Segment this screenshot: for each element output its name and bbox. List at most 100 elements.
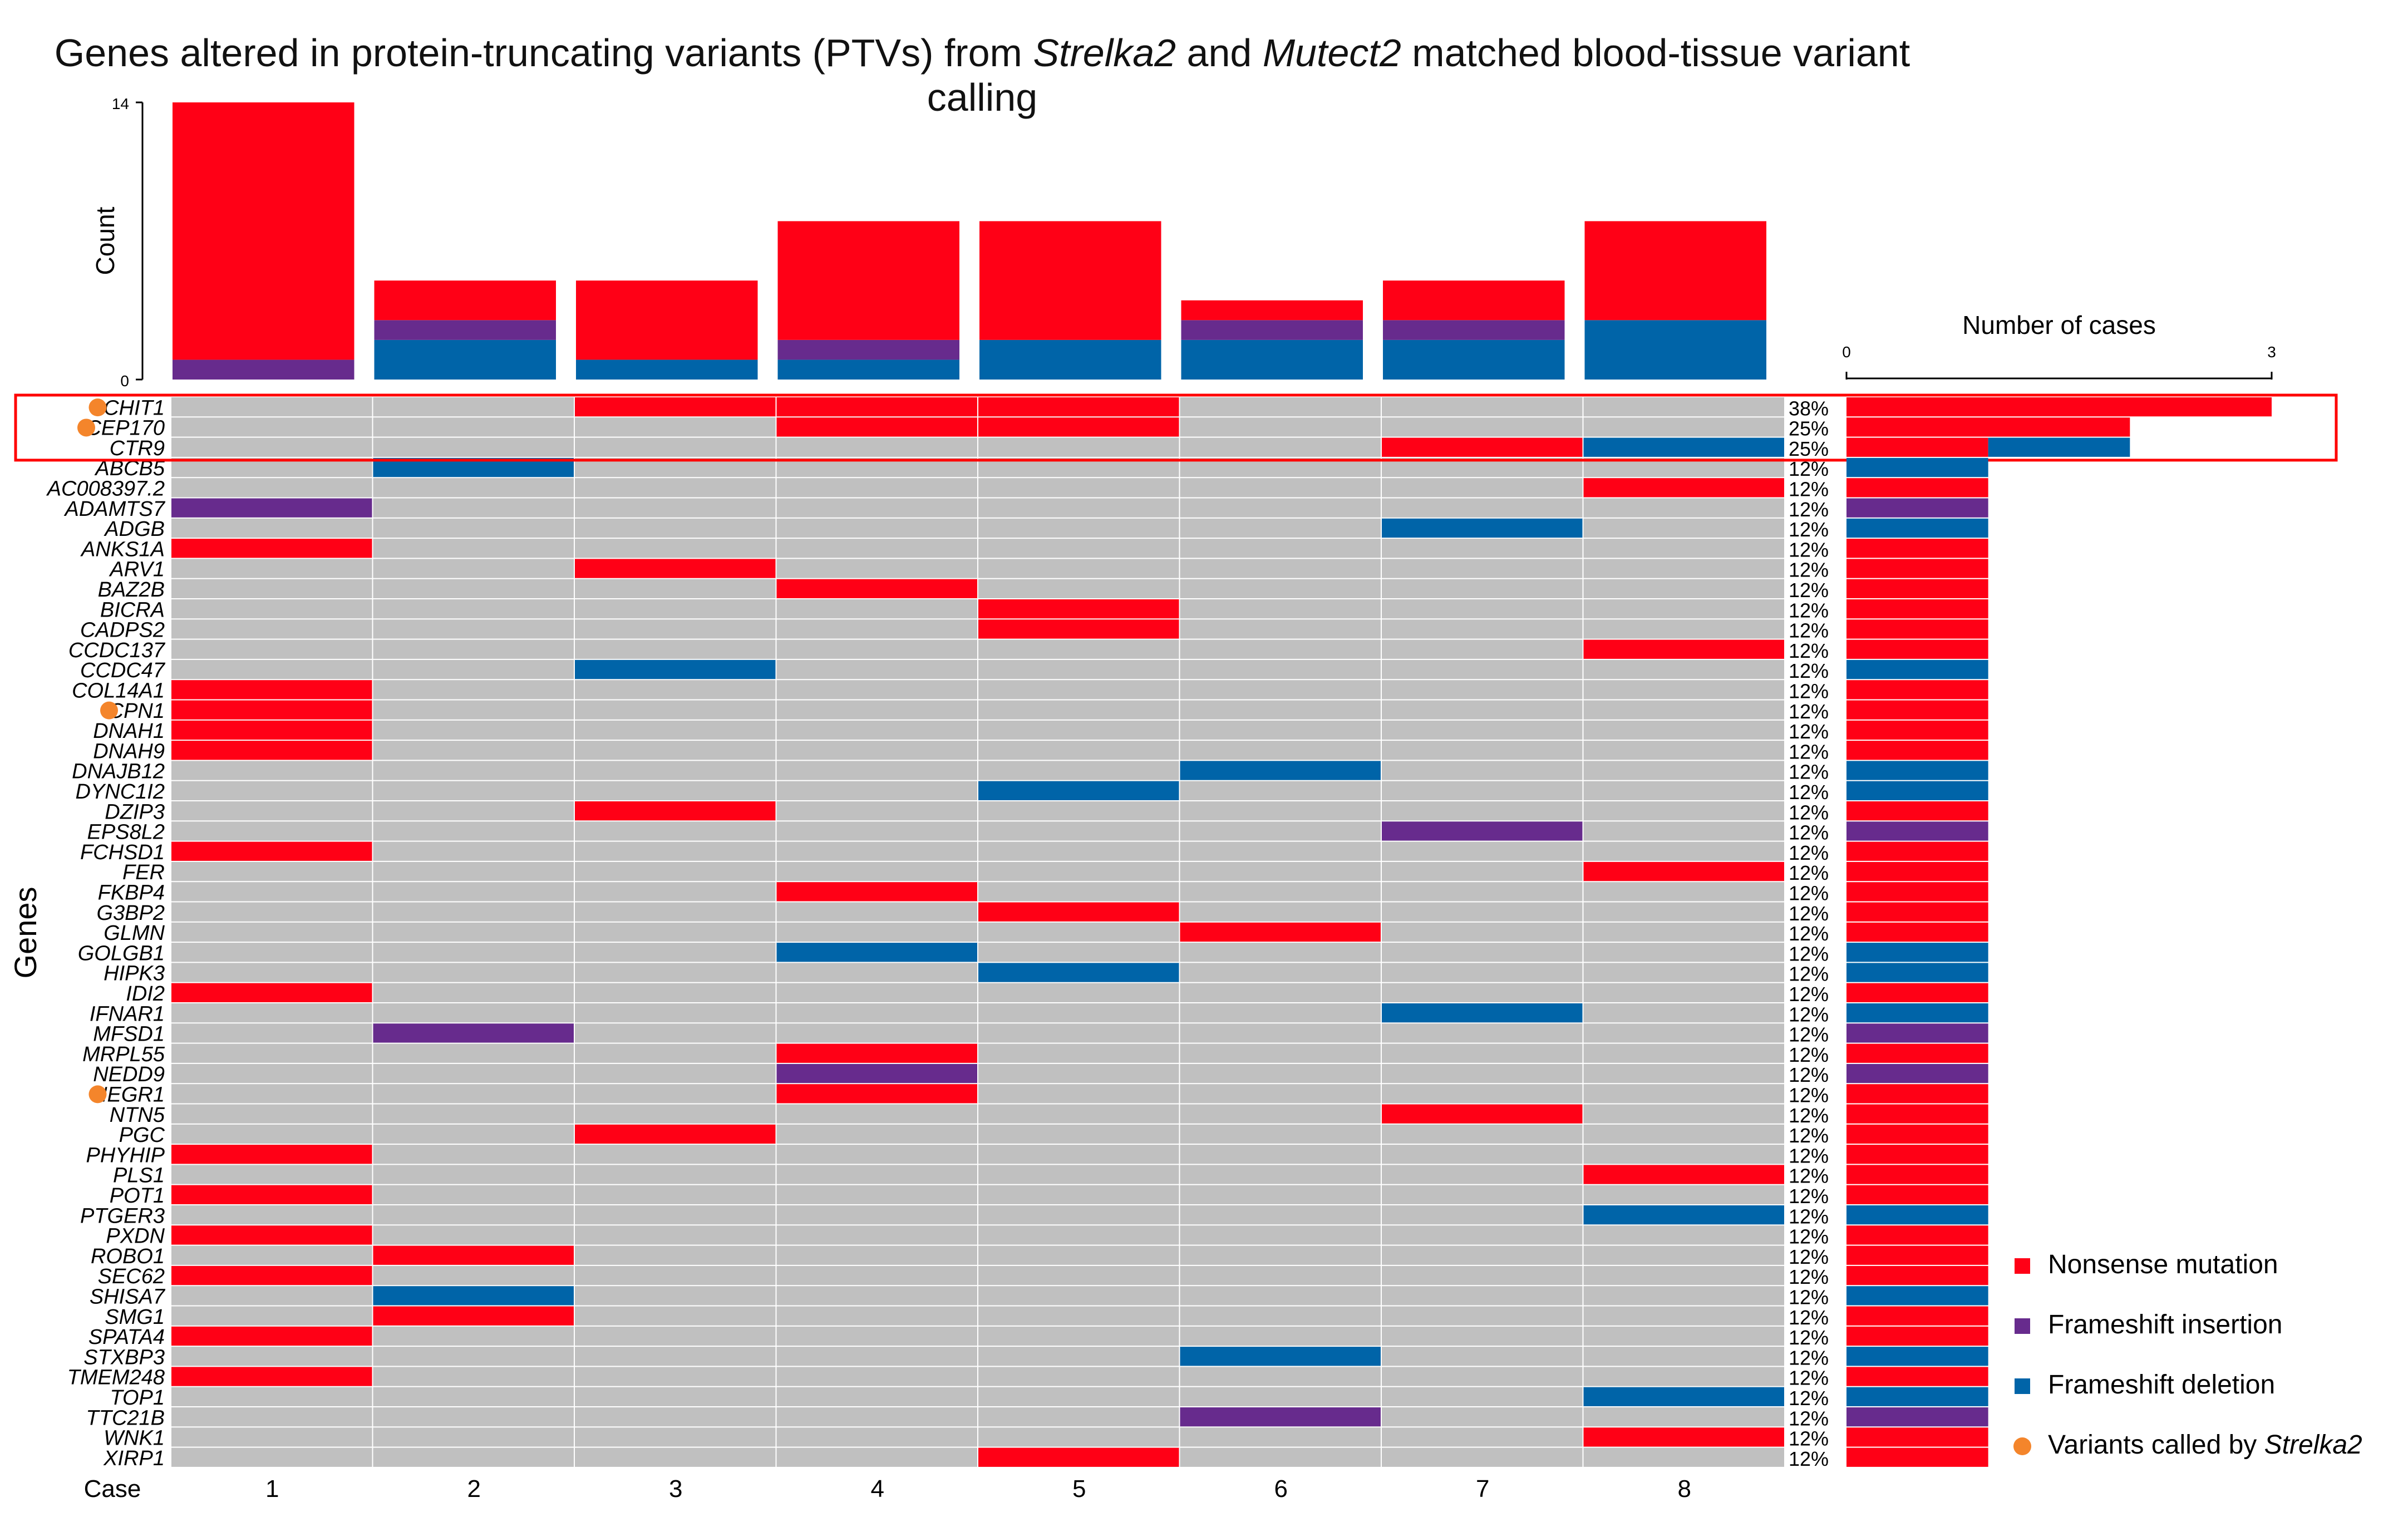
empty-cell: [575, 1023, 776, 1043]
empty-cell: [1180, 437, 1381, 457]
percent-label: 12%: [1789, 740, 1829, 763]
case-count-bar: [1846, 1347, 1988, 1366]
mutation-cell: [1382, 518, 1583, 538]
gene-label: CHIT1: [104, 396, 165, 420]
empty-cell: [1180, 861, 1381, 881]
empty-cell: [575, 680, 776, 700]
case-count-bar: [1846, 1185, 1988, 1204]
gene-label: STXBP3: [83, 1346, 165, 1369]
gene-label: FCHSD1: [80, 841, 165, 864]
percent-label: 12%: [1789, 559, 1829, 582]
empty-cell: [373, 539, 574, 558]
gene-label: EPS8L2: [87, 821, 165, 844]
mutation-cell: [1180, 922, 1381, 942]
empty-cell: [1180, 659, 1381, 679]
empty-cell: [1180, 1165, 1381, 1184]
empty-cell: [1180, 720, 1381, 740]
mutation-cell: [171, 498, 372, 518]
empty-cell: [373, 1326, 574, 1346]
case-count-bar: [1846, 1043, 1988, 1063]
empty-cell: [575, 1447, 776, 1467]
mutation-cell: [1583, 1165, 1784, 1184]
empty-cell: [1382, 1286, 1583, 1306]
empty-cell: [575, 1145, 776, 1164]
gene-label: TOP1: [110, 1386, 165, 1410]
percent-label: 12%: [1789, 1407, 1829, 1430]
empty-cell: [776, 1265, 977, 1285]
empty-cell: [575, 922, 776, 942]
empty-cell: [1382, 1205, 1583, 1225]
case-count-bar: [1846, 1265, 1988, 1285]
mutation-cell: [776, 1084, 977, 1104]
empty-cell: [373, 1265, 574, 1285]
percent-label: 12%: [1789, 1185, 1829, 1208]
bar-segment: [576, 359, 758, 380]
percent-label: 12%: [1789, 619, 1829, 642]
empty-cell: [373, 902, 574, 922]
empty-cell: [1180, 1447, 1381, 1467]
gene-label: HIPK3: [104, 962, 165, 986]
gene-label: TMEM248: [67, 1366, 165, 1390]
empty-cell: [373, 861, 574, 881]
empty-cell: [1180, 943, 1381, 962]
empty-cell: [171, 801, 372, 821]
case-count-bar: [1988, 437, 2130, 457]
empty-cell: [373, 1003, 574, 1023]
empty-cell: [1382, 741, 1583, 760]
empty-cell: [1382, 478, 1583, 497]
percent-label: 12%: [1789, 1387, 1829, 1410]
empty-cell: [1382, 1265, 1583, 1285]
empty-cell: [776, 599, 977, 619]
gene-label: BAZ2B: [98, 578, 165, 602]
empty-cell: [575, 1043, 776, 1063]
empty-cell: [776, 821, 977, 841]
empty-cell: [171, 902, 372, 922]
empty-cell: [978, 1367, 1179, 1386]
empty-cell: [776, 1306, 977, 1326]
empty-cell: [776, 761, 977, 780]
case-count-bar: [1846, 963, 1988, 982]
empty-cell: [978, 922, 1179, 942]
percent-label: 12%: [1789, 700, 1829, 723]
percent-label: 12%: [1789, 1306, 1829, 1329]
empty-cell: [575, 619, 776, 639]
mutation-cell: [171, 1326, 372, 1346]
gene-label: XIRP1: [103, 1447, 165, 1470]
mutation-cell: [575, 397, 776, 417]
empty-cell: [171, 397, 372, 417]
empty-cell: [575, 437, 776, 457]
empty-cell: [978, 1023, 1179, 1043]
empty-cell: [373, 801, 574, 821]
empty-cell: [1382, 579, 1583, 598]
gene-label: CCDC137: [68, 639, 166, 662]
empty-cell: [1382, 861, 1583, 881]
empty-cell: [373, 1063, 574, 1083]
legend-swatch: [2015, 1258, 2030, 1274]
legend-label-part: Variants called by: [2048, 1430, 2264, 1460]
case-tick-label: 2: [467, 1475, 481, 1503]
empty-cell: [171, 518, 372, 538]
empty-cell: [1382, 720, 1583, 740]
case-count-bar: [1846, 943, 1988, 962]
gene-label: SEC62: [98, 1265, 165, 1288]
legend-dot-icon: [2013, 1437, 2031, 1455]
empty-cell: [1180, 498, 1381, 518]
empty-cell: [776, 983, 977, 1002]
percent-label: 12%: [1789, 720, 1829, 743]
percent-label: 12%: [1789, 1144, 1829, 1167]
empty-cell: [978, 720, 1179, 740]
empty-cell: [171, 1205, 372, 1225]
empty-cell: [776, 680, 977, 700]
mutation-cell: [373, 1023, 574, 1043]
empty-cell: [776, 1286, 977, 1306]
empty-cell: [171, 1387, 372, 1406]
empty-cell: [171, 619, 372, 639]
empty-cell: [1583, 741, 1784, 760]
percent-label: 12%: [1789, 821, 1829, 844]
empty-cell: [978, 1286, 1179, 1306]
empty-cell: [171, 478, 372, 497]
bar-segment: [979, 339, 1161, 380]
empty-cell: [373, 1447, 574, 1467]
empty-cell: [171, 1447, 372, 1467]
gene-label: MRPL55: [82, 1043, 165, 1066]
